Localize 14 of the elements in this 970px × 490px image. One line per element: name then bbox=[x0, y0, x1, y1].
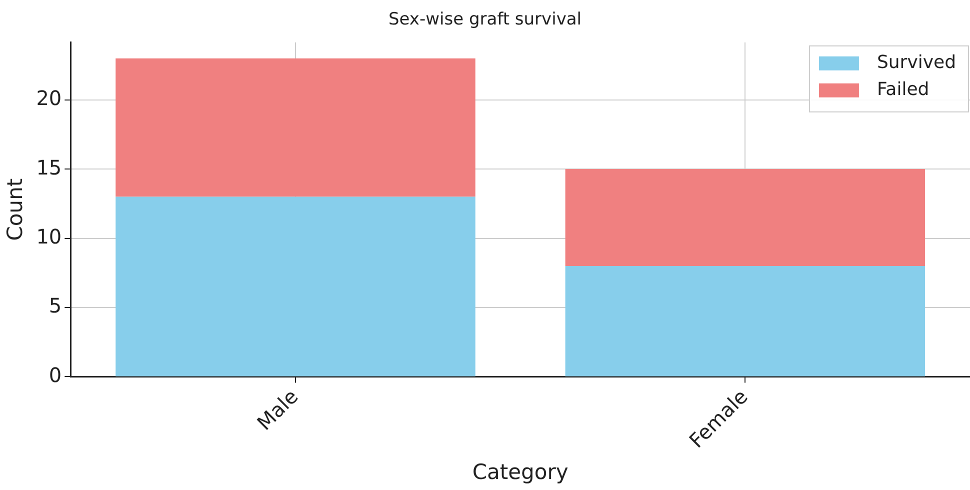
bar bbox=[116, 196, 476, 376]
y-tick-label: 20 bbox=[36, 86, 62, 110]
x-axis-title: Category bbox=[472, 460, 568, 484]
chart-title: Sex-wise graft survival bbox=[388, 10, 582, 30]
y-tick-label: 0 bbox=[48, 362, 62, 387]
legend-label: Failed bbox=[876, 79, 930, 100]
bar bbox=[565, 169, 926, 266]
y-tick-label: 15 bbox=[36, 155, 62, 180]
bar bbox=[116, 58, 476, 197]
y-axis-title: Count bbox=[3, 178, 28, 241]
y-tick-label: 5 bbox=[48, 294, 62, 318]
bar bbox=[565, 266, 926, 376]
y-tick-label: 10 bbox=[36, 224, 62, 248]
legend-label: Survived bbox=[876, 52, 956, 74]
